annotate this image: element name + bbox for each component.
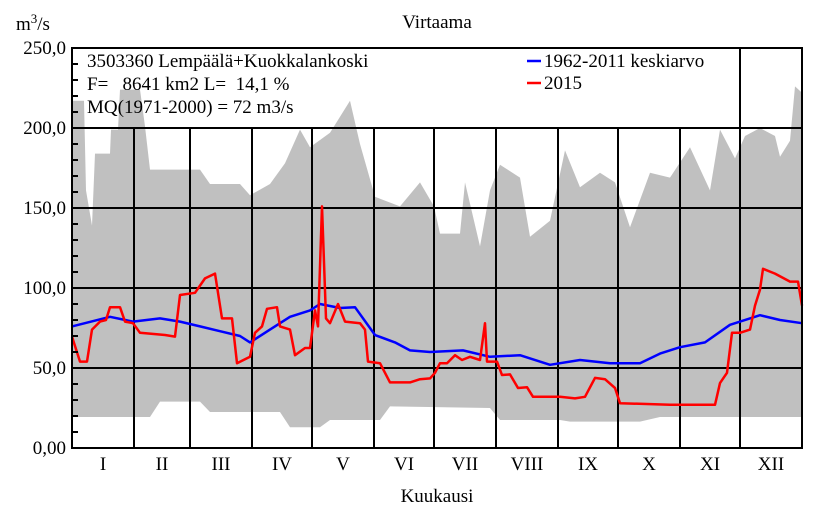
y-tick-label: 250,0 (23, 38, 66, 59)
info-line-mq: MQ(1971-2000) = 72 m3/s (87, 97, 294, 118)
legend-label-mean: 1962-2011 keskiarvo (544, 51, 704, 72)
x-tick-label-month: VIII (511, 454, 544, 475)
x-tick-label-month: III (212, 454, 231, 475)
x-axis-label: Kuukausi (401, 486, 474, 507)
plot-frame (71, 47, 803, 449)
series-line-2015 (70, 205, 804, 407)
y-tick-label: 100,0 (23, 278, 66, 299)
y-tick-label: 200,0 (23, 118, 66, 139)
x-tick-label-month: I (100, 454, 106, 475)
y-tick-label: 150,0 (23, 198, 66, 219)
y-unit-base: m (16, 14, 31, 35)
y-unit-rest: /s (37, 14, 50, 35)
legend: 1962-2011 keskiarvo 2015 (527, 51, 704, 94)
x-tick-label-month: V (336, 454, 350, 475)
info-line-area: F= 8641 km2 L= 14,1 % (87, 74, 290, 95)
x-tick-label-month: X (642, 454, 656, 475)
x-tick-label-month: VI (394, 454, 414, 475)
x-tick-label-month: IX (578, 454, 598, 475)
x-tick-label-month: XII (758, 454, 784, 475)
x-tick-label-month: VII (452, 454, 478, 475)
info-line-station: 3503360 Lempäälä+Kuokkalankoski (87, 51, 368, 72)
y-tick-label: 0,00 (33, 438, 66, 459)
legend-label-2015: 2015 (544, 73, 582, 94)
y-unit-sup: 3 (31, 11, 38, 26)
series-layer (70, 205, 804, 407)
x-tick-label-month: II (156, 454, 169, 475)
x-tick-label-month: IV (272, 454, 292, 475)
x-tick-label-month: XI (700, 454, 720, 475)
y-axis-label: m3/s (16, 11, 50, 35)
min-max-envelope (72, 86, 802, 428)
series-line-mean (71, 302, 803, 367)
envelope-layer (72, 86, 802, 428)
chart-title: Virtaama (402, 12, 472, 33)
y-tick-label: 50,0 (33, 358, 66, 379)
